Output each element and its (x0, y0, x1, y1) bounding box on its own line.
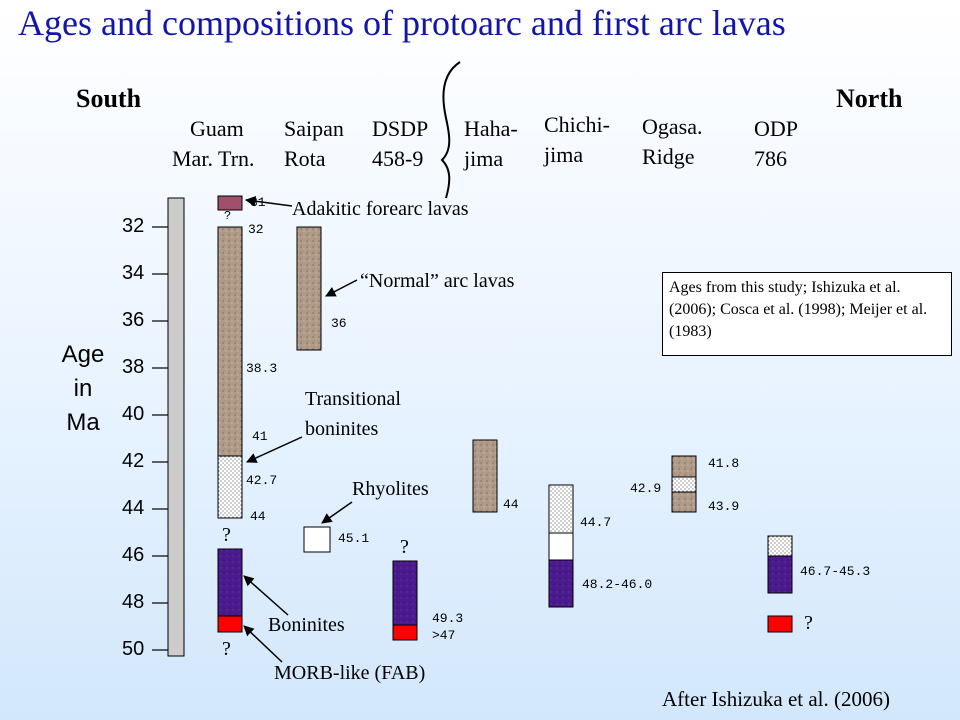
tick-label: 38 (122, 356, 145, 378)
location-ogasawara-ridge: Ogasa. Ridge (642, 114, 703, 169)
arrow-adakitic (244, 196, 293, 207)
chichijima-transitional-bar (548, 484, 574, 534)
tick-label: 46 (122, 544, 145, 566)
odp-transitional-bar (767, 535, 793, 557)
tick-label: 44 (122, 497, 145, 519)
dsdp-rhyolite-bar (303, 526, 331, 553)
north-label: North (836, 84, 903, 113)
saipan-normal-arc-bar (296, 226, 322, 351)
question-mark: ? (400, 536, 409, 558)
label-normal-arc: “Normal” arc lavas (360, 270, 515, 292)
tick-label: 48 (122, 591, 145, 613)
age-label: 32 (248, 222, 264, 237)
axis-ticks (152, 226, 168, 651)
guam-boninite-bar (217, 548, 243, 617)
guam-transitional-bar (217, 455, 243, 519)
chichijima-white-bar (548, 532, 574, 561)
age-label: 44 (503, 497, 519, 512)
location-saipan: Saipan Rota (284, 116, 344, 171)
arrow-normal-arc (325, 279, 358, 297)
arrow-morb (243, 625, 283, 663)
age-label: 42.9 (630, 481, 662, 496)
axis-label: Age in Ma (61, 341, 105, 436)
tick-label: 36 (122, 309, 145, 331)
label-transitional: Transitional boninites (305, 388, 401, 440)
location-hahajima: Haha- jima (464, 116, 518, 171)
source-note: Ages from this study; Ishizuka et al. (2… (662, 272, 952, 356)
age-label: 45.1 (338, 531, 370, 546)
age-label: 41 (252, 429, 268, 444)
axis-bar (167, 197, 185, 657)
question-mark: ? (804, 612, 813, 634)
tick-label: 40 (122, 403, 145, 425)
age-label: 43.9 (708, 499, 740, 514)
age-label: 44 (250, 509, 266, 524)
age-label: 42.7 (246, 473, 278, 488)
question-mark: ? (222, 638, 231, 660)
odp-morb-bar (767, 615, 793, 633)
label-boninites: Boninites (268, 614, 345, 636)
hahajima-normal-arc-bar (472, 439, 498, 513)
ogasa-normal-arc-bar (671, 455, 697, 478)
credit: After Ishizuka et al. (2006) (662, 687, 890, 711)
tick-label: 34 (122, 262, 145, 284)
location-odp: ODP 786 (754, 116, 799, 171)
age-label: 49.3 (432, 611, 464, 626)
age-label: 44.7 (580, 515, 612, 530)
page-title: Ages and compositions of protoarc and fi… (18, 3, 786, 43)
south-label: South (76, 84, 142, 113)
location-guam: Guam Mar. Trn. (172, 116, 255, 171)
arrow-rhyolites (321, 501, 353, 524)
age-label: 36 (331, 316, 347, 331)
label-morb: MORB-like (FAB) (274, 662, 426, 684)
ogasa-transitional-bar (671, 476, 697, 493)
age-label: >47 (432, 628, 456, 643)
ogasa-normal-arc-bar-lower (671, 491, 697, 513)
guam-normal-arc-bar (217, 226, 243, 457)
guam-adakitic-bar (217, 195, 243, 211)
guam-morb-bar (217, 615, 243, 633)
age-label: 41.8 (708, 456, 740, 471)
odp-boninite-bar (767, 555, 793, 594)
tick-label: 42 (122, 450, 145, 472)
question-mark: ? (222, 524, 231, 546)
age-label: 46.7-45.3 (800, 564, 871, 579)
tick-label: 50 (122, 638, 145, 660)
location-chichijima: Chichi- jima (544, 112, 610, 167)
location-dsdp: DSDP 458-9 (372, 116, 429, 171)
label-rhyolites: Rhyolites (352, 478, 429, 500)
dsdp-boninite-bar (392, 560, 418, 626)
age-label: 38.3 (246, 361, 278, 376)
question-mark: ? (224, 209, 232, 223)
arrow-transitional (246, 436, 303, 463)
age-label: 31 (250, 195, 266, 210)
location-divider (440, 61, 461, 199)
arrow-boninites (243, 575, 289, 616)
dsdp-morb-bar (392, 624, 418, 641)
label-adakitic: Adakitic forearc lavas (292, 198, 469, 220)
tick-label: 32 (122, 215, 145, 237)
age-label: 48.2-46.0 (582, 577, 653, 592)
chichijima-boninite-bar (548, 559, 574, 608)
